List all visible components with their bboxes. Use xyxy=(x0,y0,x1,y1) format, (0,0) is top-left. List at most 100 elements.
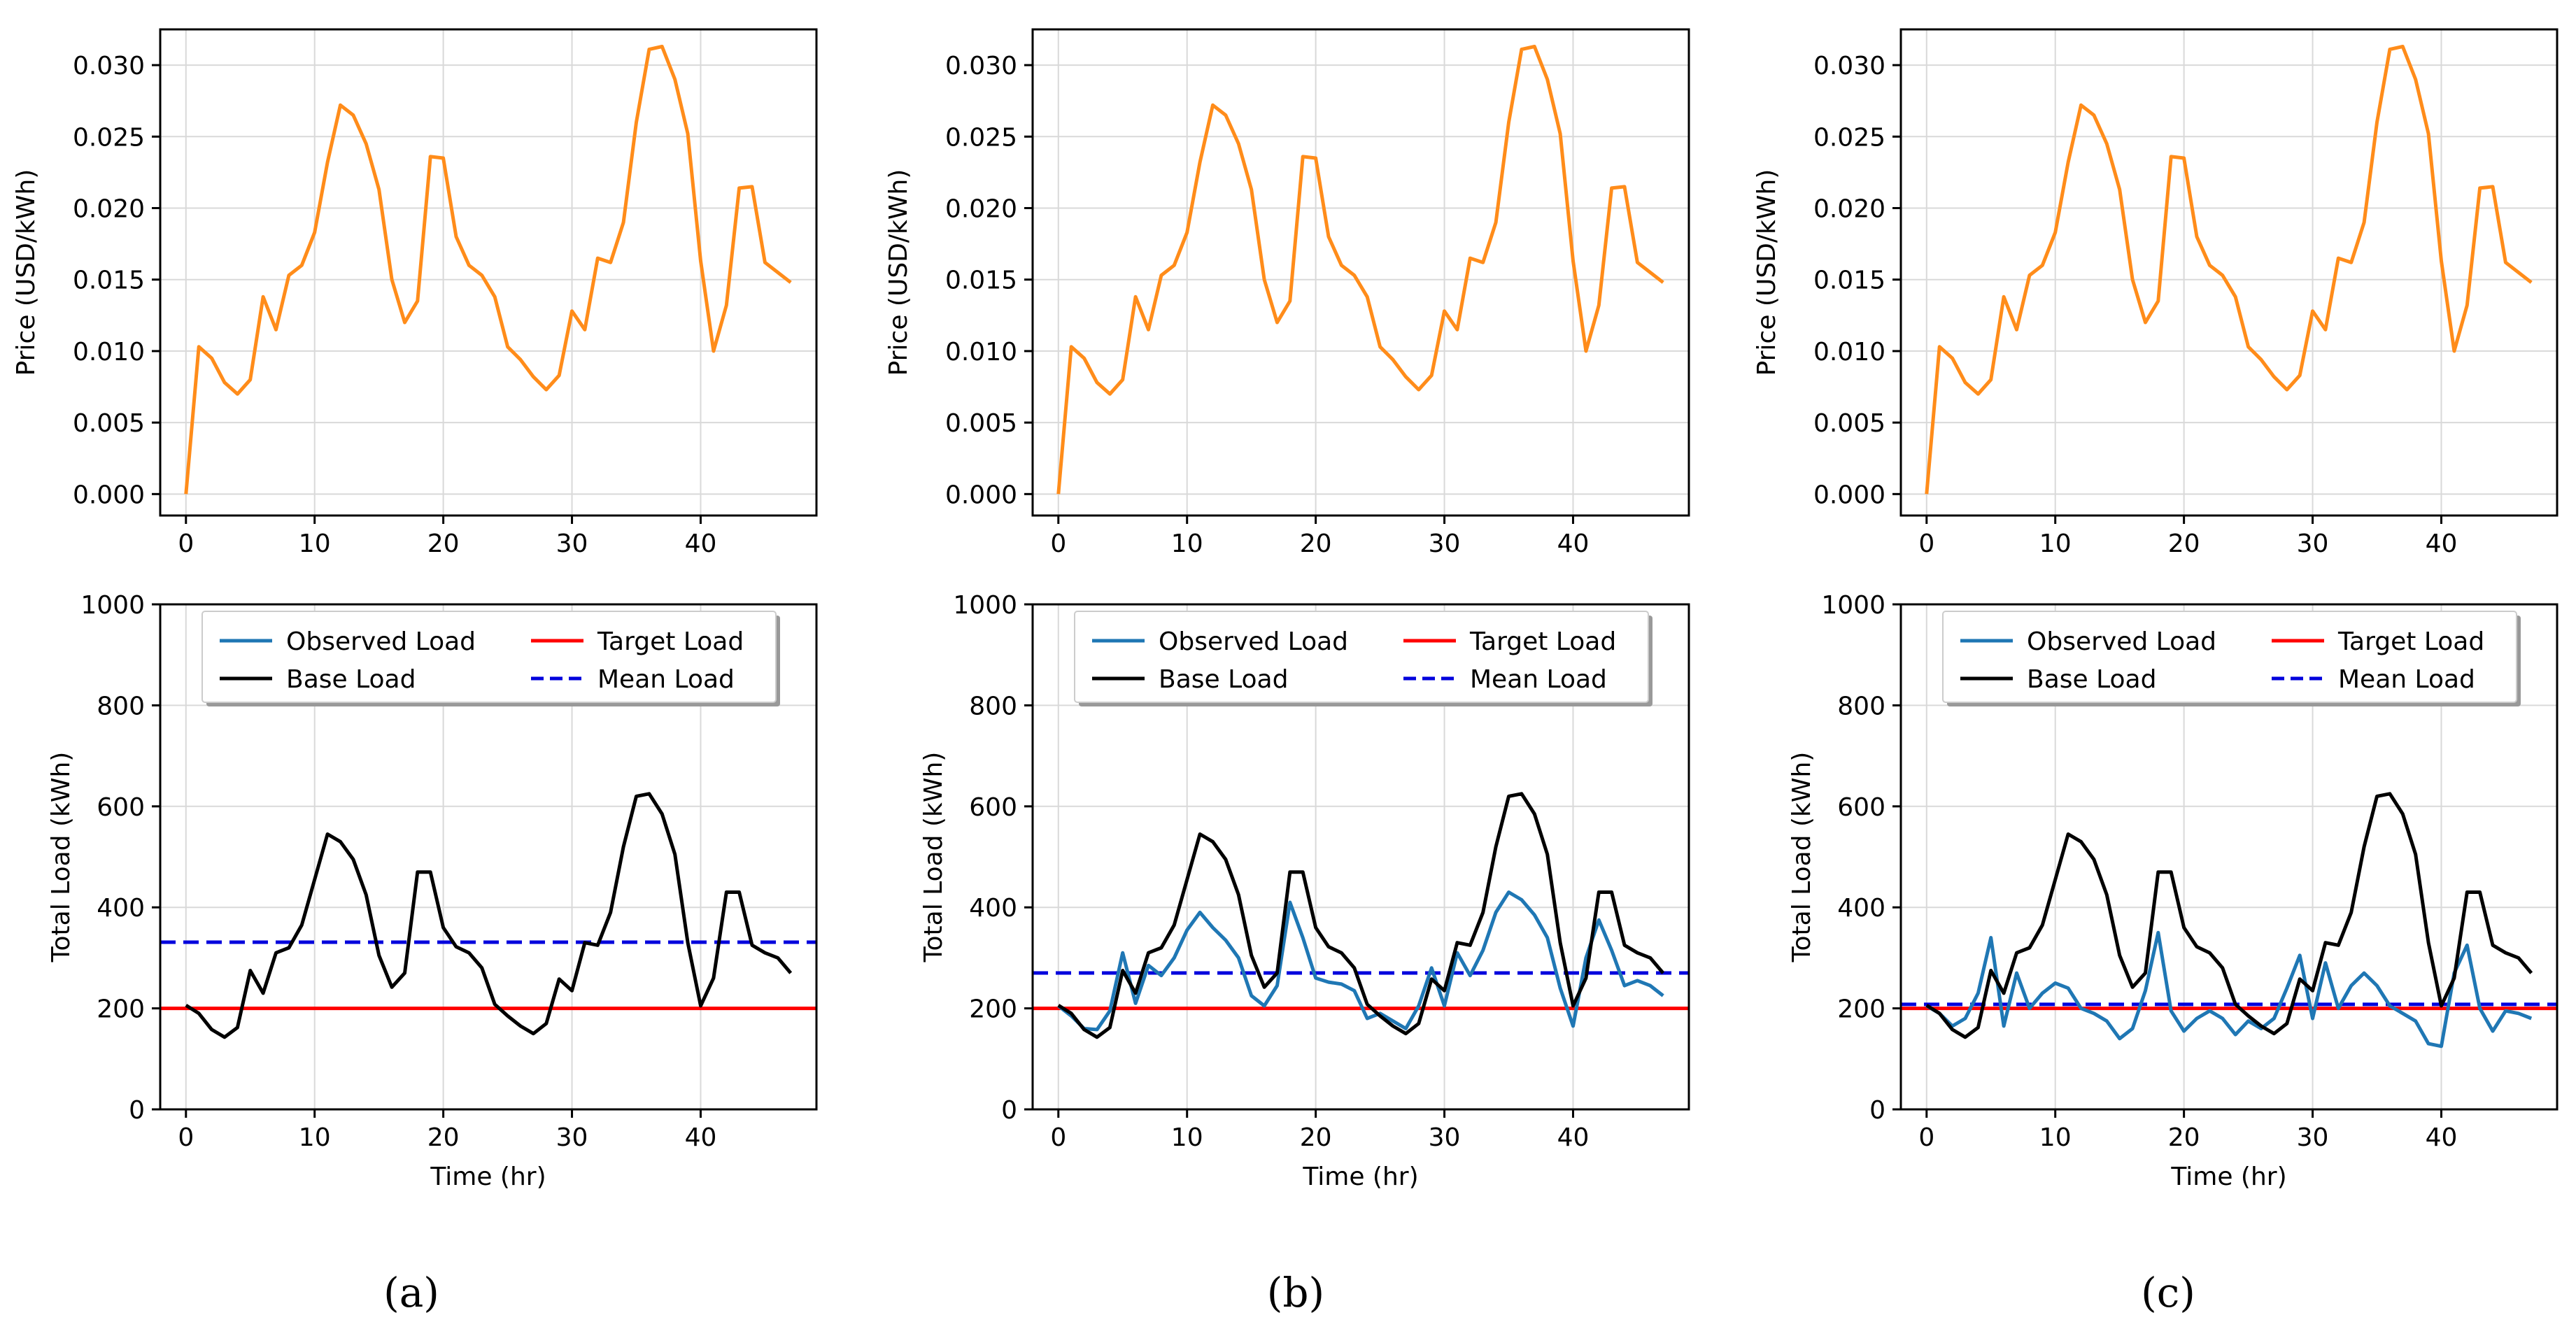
chart-load-a-ytick-label: 1000 xyxy=(80,591,145,620)
chart-load-b-legend-label-mean-load: Mean Load xyxy=(1470,665,1607,694)
chart-load-b-legend-label-observed-load: Observed Load xyxy=(1159,627,1348,656)
chart-price-b-xtick-label: 40 xyxy=(1557,530,1590,558)
chart-price-a: 0 10 20 30 40 0.000 0.005 0.010 0.015 0.020 0.025 0… xyxy=(12,28,818,558)
chart-load-b-ylabel: Total Load (kWh) xyxy=(919,752,948,963)
chart-load-b-frame xyxy=(1031,603,1690,1111)
chart-load-c-xlabel: Time (hr) xyxy=(2170,1163,2286,1191)
chart-price-a-ytick-label: 0.000 xyxy=(73,481,145,509)
chart-price-c-ytick-label: 0.015 xyxy=(1813,267,1885,295)
chart-load-c-ylabel: Total Load (kWh) xyxy=(1788,752,1816,963)
chart-load-a-xtick-label: 0 xyxy=(178,1123,194,1152)
chart-load-c-ytick-label: 400 xyxy=(1837,894,1885,923)
chart-load-a-ytick-label: 600 xyxy=(97,793,145,822)
chart-load-c-ytick-label: 1000 xyxy=(1821,591,1885,620)
chart-price-b-xtick-label: 0 xyxy=(1050,530,1066,558)
chart-price-b-xtick-label: 10 xyxy=(1171,530,1203,558)
chart-load-c-frame xyxy=(1899,603,2559,1111)
chart-price-c-ytick-label: 0.025 xyxy=(1813,123,1885,152)
chart-price-c-xtick-label: 0 xyxy=(1918,530,1934,558)
chart-load-a-xtick-label: 10 xyxy=(299,1123,331,1152)
chart-load-c-ytick-label: 200 xyxy=(1837,995,1885,1024)
chart-load-a-legend-label-mean-load: Mean Load xyxy=(597,665,735,694)
chart-price-a-xtick-label: 0 xyxy=(178,530,194,558)
chart-load-c-xtick-label: 10 xyxy=(2039,1123,2072,1152)
chart-price-b-ytick-label: 0.030 xyxy=(945,52,1017,80)
chart-load-c-ytick-label: 600 xyxy=(1837,793,1885,822)
chart-price-a-xtick-label: 30 xyxy=(556,530,588,558)
chart-load-b-xtick-label: 20 xyxy=(1300,1123,1332,1152)
chart-load-a-legend-label-target-load: Target Load xyxy=(597,627,744,656)
chart-load-b-xtick-label: 40 xyxy=(1557,1123,1590,1152)
chart-price-b-ytick-label: 0.020 xyxy=(945,195,1017,224)
chart-load-c-legend: Observed Load Base Load Target Load Mean Lo… xyxy=(1942,611,2521,706)
chart-load-a-xtick-label: 30 xyxy=(556,1123,588,1152)
chart-price-c-price-series xyxy=(1925,45,2533,495)
chart-load-c-legend-label-mean-load: Mean Load xyxy=(2338,665,2475,694)
chart-price-a-ytick-label: 0.020 xyxy=(73,195,145,224)
chart-load-b-legend-box xyxy=(1074,611,1649,703)
panel-label-c: (c) xyxy=(2141,1269,2195,1316)
chart-price-b-ytick-label: 0.010 xyxy=(945,338,1017,367)
chart-price-b-xtick-label: 20 xyxy=(1300,530,1332,558)
chart-price-b-ytick-label: 0.005 xyxy=(945,409,1017,438)
chart-price-a-xtick-label: 40 xyxy=(685,530,717,558)
chart-load-a-ytick-label: 800 xyxy=(97,692,145,720)
chart-load-a-ytick-label: 0 xyxy=(129,1096,145,1125)
chart-load-a-legend-label-base-load: Base Load xyxy=(286,665,416,694)
chart-price-c-xtick-label: 40 xyxy=(2426,530,2458,558)
panel-label-a: (a) xyxy=(383,1269,439,1316)
chart-load-b-observed-load-series xyxy=(1057,890,1664,1032)
chart-load-b-ytick-label: 0 xyxy=(1001,1096,1017,1125)
chart-load-a-legend-box xyxy=(201,611,777,703)
chart-price-b-ytick-label: 0.025 xyxy=(945,123,1017,152)
chart-price-c-ytick-label: 0.000 xyxy=(1813,481,1885,509)
chart-price-c: 0 10 20 30 40 0.000 0.005 0.010 0.015 0.020 0.025 0… xyxy=(1753,28,2559,558)
chart-price-a-xtick-label: 20 xyxy=(427,530,460,558)
chart-load-b-legend-label-target-load: Target Load xyxy=(1469,627,1616,656)
chart-load-c-legend-label-base-load: Base Load xyxy=(2027,665,2156,694)
chart-price-a-xtick-label: 10 xyxy=(299,530,331,558)
chart-price-a-ytick-label: 0.030 xyxy=(73,52,145,80)
chart-price-c-ytick-label: 0.005 xyxy=(1813,409,1885,438)
chart-load-b-xtick-label: 0 xyxy=(1050,1123,1066,1152)
chart-price-a-ytick-label: 0.005 xyxy=(73,409,145,438)
chart-load-a-xtick-label: 20 xyxy=(427,1123,460,1152)
chart-load-b-xtick-label: 30 xyxy=(1429,1123,1461,1152)
chart-load-c-xtick-label: 40 xyxy=(2426,1123,2458,1152)
chart-load-a-frame xyxy=(159,603,818,1111)
chart-load-b-legend-label-base-load: Base Load xyxy=(1159,665,1288,694)
chart-price-c-frame xyxy=(1899,28,2559,517)
chart-load-a-base-load-series xyxy=(185,792,793,1039)
chart-load-c-ytick-label: 0 xyxy=(1869,1096,1885,1125)
chart-load-c-base-load-series xyxy=(1925,792,2533,1039)
chart-load-a-ytick-label: 400 xyxy=(97,894,145,923)
chart-load-a-legend: Observed Load Base Load Target Load Mean Lo… xyxy=(201,611,780,706)
chart-price-c-ytick-label: 0.030 xyxy=(1813,52,1885,80)
chart-load-b-ytick-label: 200 xyxy=(969,995,1017,1024)
chart-load-a-legend-label-observed-load: Observed Load xyxy=(286,627,476,656)
chart-load-c-xtick-label: 20 xyxy=(2168,1123,2200,1152)
chart-price-a-price-series xyxy=(184,45,792,495)
chart-price-c-xtick-label: 20 xyxy=(2168,530,2200,558)
chart-load-b-base-load-series xyxy=(1057,792,1665,1039)
chart-load-c-xtick-label: 0 xyxy=(1918,1123,1934,1152)
chart-price-c-xtick-label: 30 xyxy=(2297,530,2329,558)
chart-load-b-ytick-label: 1000 xyxy=(953,591,1017,620)
chart-load-a-xlabel: Time (hr) xyxy=(430,1163,546,1191)
chart-price-c-ylabel: Price (USD/kWh) xyxy=(1753,169,1781,376)
chart-price-b-xtick-label: 30 xyxy=(1429,530,1461,558)
chart-load-b-ytick-label: 800 xyxy=(969,692,1017,720)
chart-load-b-legend: Observed Load Base Load Target Load Mean Lo… xyxy=(1074,611,1653,706)
panel-label-b: (b) xyxy=(1267,1269,1324,1316)
chart-load-c-legend-label-observed-load: Observed Load xyxy=(2027,627,2216,656)
chart-load-b-xlabel: Time (hr) xyxy=(1302,1163,1418,1191)
chart-load-a-ylabel: Total Load (kWh) xyxy=(47,752,76,963)
chart-load-c-observed-load-series xyxy=(1925,930,2533,1049)
chart-load-b-ytick-label: 600 xyxy=(969,793,1017,822)
chart-price-b-ylabel: Price (USD/kWh) xyxy=(884,169,913,376)
chart-load-c-legend-box xyxy=(1942,611,2517,703)
chart-load-c-xtick-label: 30 xyxy=(2297,1123,2329,1152)
